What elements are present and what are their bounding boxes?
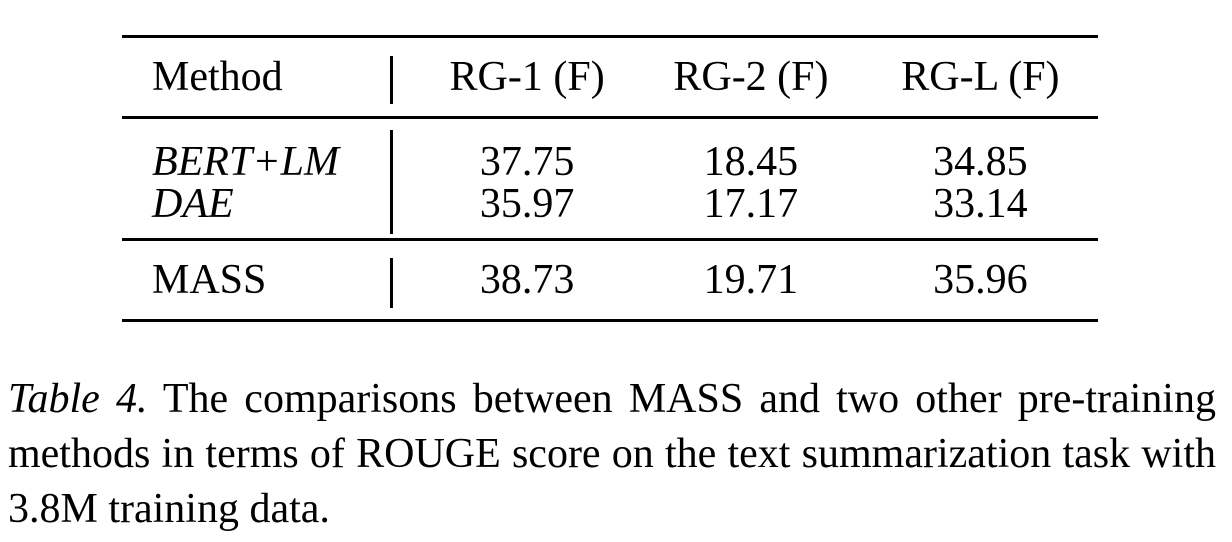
cell-value: 17.17 [703,181,799,227]
row-method-mass: MASS [122,238,416,322]
cell-value: 33.14 [933,181,1028,227]
cell-value: 35.97 [479,181,575,227]
table-header-row: Method RG-1 (F) RG-2 (F) RG-L (F) [122,35,1098,118]
table-row: DAE 35.97 17.17 33.14 [122,183,1098,240]
cell-value: 18.45 [639,116,863,183]
results-table: Method RG-1 (F) RG-2 (F) RG-L (F) BERT+L… [122,35,1098,322]
cell-value-best: 19.71 [639,238,863,322]
header-rgl: RG-L (F) [862,35,1098,118]
column-separator [390,258,393,308]
column-separator [390,56,393,104]
cell-value: 34.85 [862,116,1098,183]
results-table-container: Method RG-1 (F) RG-2 (F) RG-L (F) BERT+L… [122,35,1098,322]
header-rg1: RG-1 (F) [415,35,640,118]
table-row: BERT+LM 37.75 18.45 34.85 [122,116,1098,183]
caption-label: Table 4. [8,376,148,422]
cell-value-best: 38.73 [415,238,640,322]
table-row: MASS 38.73 19.71 35.96 [122,238,1098,322]
cell-value: 37.75 [415,116,640,183]
row-method-bert-lm: BERT+LM [122,116,416,183]
cell-value-best: 35.96 [862,238,1098,322]
row-method-dae: DAE [152,181,234,227]
caption-text: The comparisons between MASS and two oth… [8,376,1216,532]
table-caption: Table 4. The comparisons between MASS an… [8,372,1216,537]
column-separator [390,130,393,234]
header-method: Method [122,35,416,118]
header-rg2: RG-2 (F) [639,35,863,118]
